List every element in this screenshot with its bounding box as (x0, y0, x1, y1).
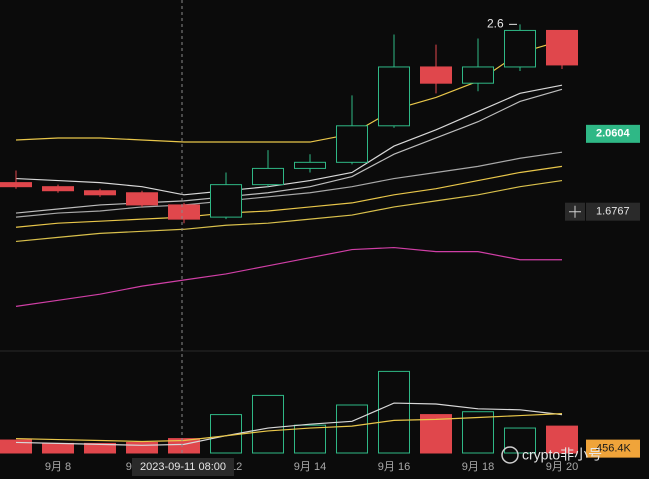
x-tick-label: 9月 14 (294, 461, 326, 473)
candle-body (168, 204, 200, 220)
volume-bar (504, 427, 536, 454)
volume-bar (84, 442, 116, 454)
watermark: crypto非小号 (501, 446, 602, 464)
current-volume-label: 456.4K (596, 443, 632, 455)
candle-body (210, 184, 242, 218)
current-volume-tag (586, 439, 640, 458)
x-tick-label: 9月 20 (546, 461, 578, 473)
candle-body (420, 66, 452, 84)
candle-body (378, 66, 410, 127)
marks (0, 24, 578, 454)
moving-average-line (15, 151, 563, 218)
x-tick-label: 9月 18 (462, 461, 494, 473)
candle-body (126, 192, 158, 206)
last-price-label: 2.0604 (596, 128, 631, 140)
candle-body (336, 125, 368, 163)
crosshair-time-tag (132, 458, 234, 476)
volume-bar (420, 414, 452, 454)
last-price-tag (586, 124, 640, 143)
volume-bar (378, 370, 410, 454)
volume-bar (336, 404, 368, 454)
candle-body (0, 182, 32, 188)
high-marker-label: 2.6 (487, 17, 504, 31)
watermark-icon (501, 446, 519, 464)
moving-average-line (15, 88, 563, 214)
crosshair-plus (569, 205, 581, 218)
x-tick-label: 9月 8 (45, 461, 71, 473)
volume-bar (126, 441, 158, 454)
candle-body (294, 161, 326, 169)
candle-body (462, 66, 494, 84)
volume-bar (0, 439, 32, 454)
candle-body (252, 167, 284, 186)
moving-average-line (15, 413, 563, 443)
watermark-text: crypto非小号 (522, 447, 602, 463)
moving-average-line (15, 40, 563, 143)
moving-average-line (15, 165, 563, 228)
crosshair-price-label: 1.6767 (596, 206, 630, 218)
candle-body (546, 29, 578, 66)
moving-average-line (15, 179, 563, 243)
volume-bar (294, 424, 326, 454)
crosshair-time-label: 2023-09-11 08:00 (140, 461, 226, 473)
moving-average-line (15, 246, 562, 307)
volume-bar (252, 394, 284, 454)
candle-body (42, 186, 74, 192)
crosshair-price-tag (586, 202, 640, 221)
x-tick-label: 9月 16 (378, 461, 410, 473)
volume-bar (42, 442, 74, 454)
candle-body (84, 190, 116, 196)
volume-bar (462, 411, 494, 454)
candle-body (504, 29, 536, 68)
moving-average-line (15, 84, 563, 196)
volume-bar (546, 425, 578, 454)
moving-average-line (15, 402, 563, 446)
